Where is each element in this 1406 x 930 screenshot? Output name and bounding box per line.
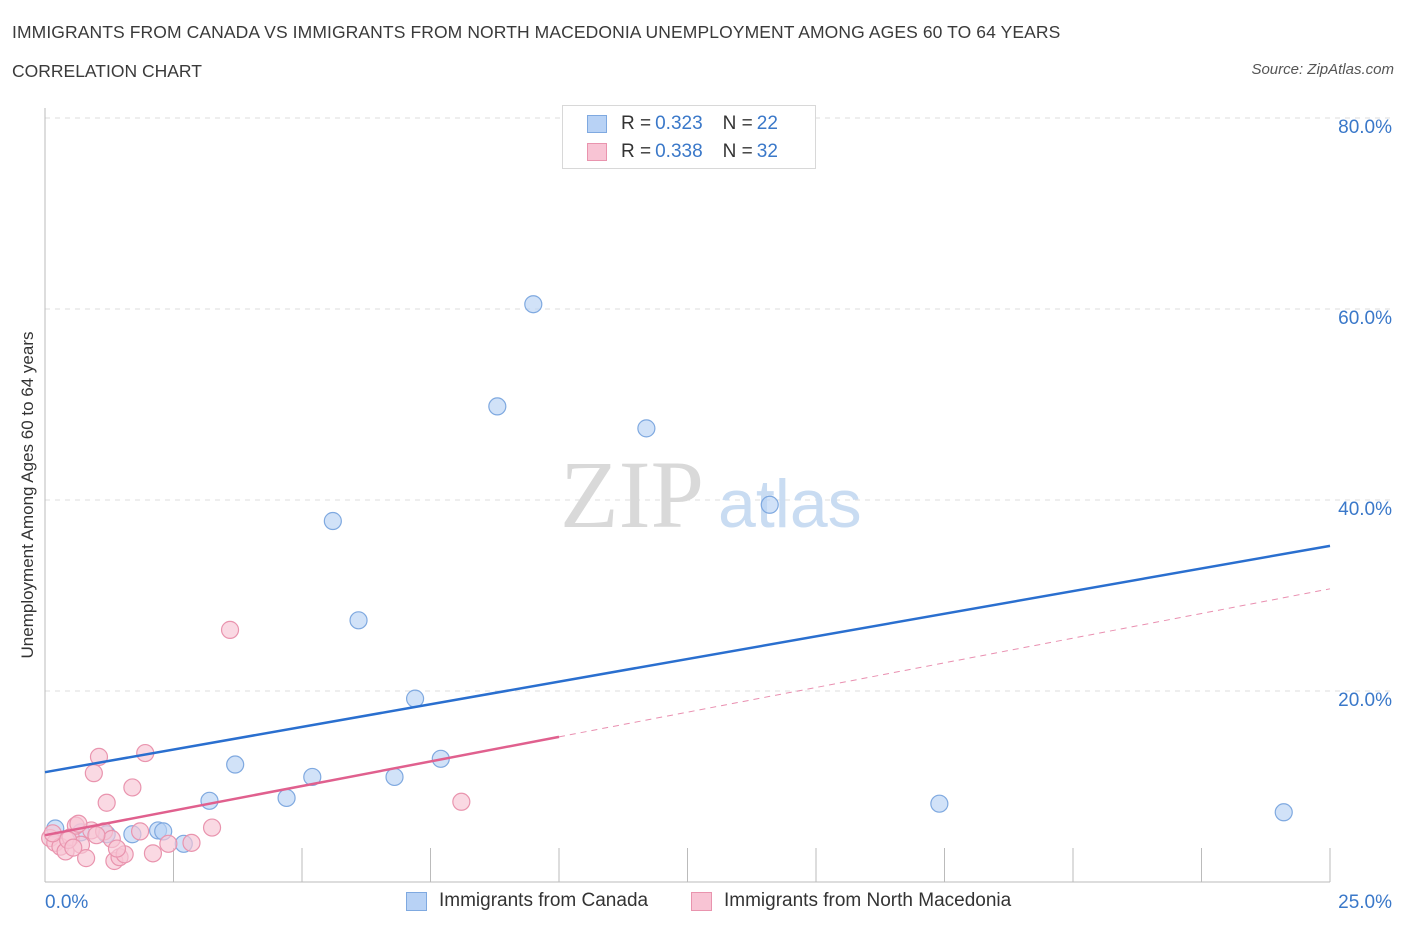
y-tick-label-1: 40.0% [1338, 499, 1392, 520]
canada-point-13 [405, 689, 425, 708]
canada-point-19 [930, 794, 949, 813]
macedonia-point-31 [64, 838, 83, 857]
macedonia-point-29 [87, 826, 106, 845]
canada-point-17 [637, 419, 656, 438]
macedonia-point-7 [77, 849, 96, 868]
canada-point-7 [226, 755, 245, 774]
r-label: R = [621, 141, 652, 162]
macedonia-point-25 [452, 792, 471, 811]
macedonia-swatch [587, 143, 607, 161]
macedonia-point-21 [159, 834, 178, 853]
macedonia-point-18 [130, 822, 150, 841]
stats-legend: R = 0.323 N = 22 R = 0.338 N = 32 [562, 105, 816, 169]
x-tick-label-0: 0.0% [45, 892, 88, 913]
canada-point-20 [1274, 803, 1293, 822]
macedonia-point-30 [107, 839, 127, 858]
tick-labels: 20.0% 40.0% 60.0% 80.0% 0.0% 25.0% [45, 117, 1392, 913]
watermark-atlas: atlas [718, 466, 862, 542]
macedonia-point-24 [220, 620, 240, 639]
y-axis-label: Unemployment Among Ages 60 to 64 years [18, 332, 37, 659]
legend-item-canada[interactable]: Immigrants from Canada [406, 890, 648, 912]
canada-swatch [587, 115, 607, 133]
macedonia-trend-line [44, 735, 560, 837]
axes [44, 108, 1331, 883]
canada-point-12 [385, 767, 404, 787]
source-label: Source: ZipAtlas.com [1251, 61, 1394, 78]
trend-lines [44, 544, 1331, 837]
n-value: 22 [756, 113, 778, 134]
canada-point-9 [303, 767, 322, 787]
legend-row-canada: R = 0.323 N = 22 [587, 111, 778, 137]
n-label: N = [722, 141, 753, 162]
canada-point-16 [524, 295, 543, 314]
watermark-zip: ZIP [560, 441, 704, 548]
chart-subtitle: CORRELATION CHART [12, 61, 202, 81]
canada-point-6 [200, 791, 219, 810]
watermark: ZIP atlas [560, 441, 862, 548]
r-value: 0.338 [655, 141, 703, 162]
r-value: 0.323 [655, 113, 703, 134]
macedonia-point-20 [143, 844, 163, 863]
canada-point-8 [277, 788, 296, 808]
canada-point-10 [323, 511, 342, 531]
macedonia-point-23 [202, 818, 222, 837]
canada-point-18 [760, 495, 779, 514]
canada-point-11 [349, 611, 368, 630]
macedonia-trend-extension [558, 588, 1331, 738]
macedonia-point-9 [84, 764, 103, 783]
data-points [41, 295, 1293, 871]
n-label: N = [722, 113, 753, 134]
macedonia-point-12 [97, 793, 116, 812]
macedonia-point-22 [182, 833, 201, 852]
x-tick-label-1: 25.0% [1338, 892, 1392, 913]
grid-lines [45, 117, 1392, 692]
r-label: R = [621, 113, 652, 134]
canada-point-15 [488, 397, 507, 416]
y-tick-label-3: 80.0% [1338, 117, 1392, 138]
legend-row-macedonia: R = 0.338 N = 32 [587, 139, 778, 165]
chart-title: IMMIGRANTS FROM CANADA VS IMMIGRANTS FRO… [12, 22, 1061, 42]
macedonia-point-17 [123, 778, 142, 797]
macedonia-legend-swatch [691, 891, 712, 911]
legend-item-macedonia[interactable]: Immigrants from North Macedonia [691, 890, 1011, 912]
canada-trend-line [44, 544, 1331, 774]
n-value: 32 [756, 141, 778, 162]
canada-legend-label: Immigrants from Canada [439, 890, 649, 911]
y-tick-label-2: 60.0% [1338, 308, 1392, 329]
canada-legend-swatch [406, 891, 427, 911]
series-legend: Immigrants from Canada Immigrants from N… [0, 890, 1406, 916]
macedonia-legend-label: Immigrants from North Macedonia [724, 890, 1012, 911]
y-tick-label-0: 20.0% [1338, 690, 1392, 711]
